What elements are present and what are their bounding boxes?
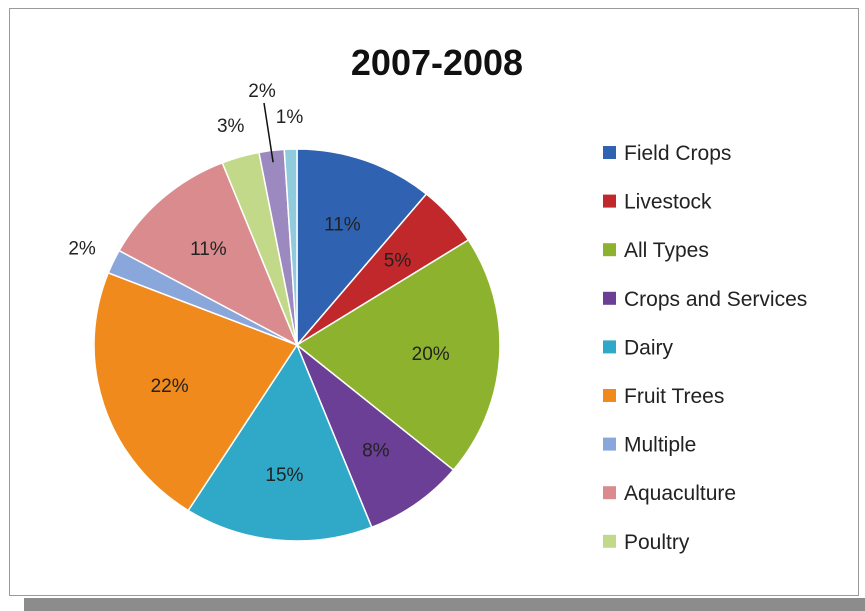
pie-slice-field-crops: [296, 148, 428, 348]
legend-swatch-aquaculture: [603, 486, 616, 500]
bottom-scroll-bar: [24, 598, 865, 611]
slice-label-slice-9: 2%: [248, 81, 276, 102]
legend-label-dairy: Dairy: [624, 336, 674, 359]
legend-swatch-fruit-trees: [603, 389, 616, 402]
legend-label-all-types: All Types: [624, 239, 709, 262]
slice-label-dairy: 15%: [265, 465, 303, 486]
pie-slice-slice-10: [283, 148, 298, 346]
leader-lines: [263, 102, 274, 163]
slice-label-livestock: 5%: [384, 251, 412, 272]
legend: Field Crops Livestock All Types Crops and S…: [603, 142, 807, 554]
legend-label-aquaculture: Aquaculture: [624, 482, 736, 505]
legend-swatch-all-types: [603, 243, 616, 257]
pie-slice-fruit-trees: [93, 271, 299, 512]
slice-label-slice-10: 1%: [276, 107, 304, 128]
legend-swatch-crops-and-services: [603, 291, 616, 305]
slice-labels: 11%5%20%8%15%22%2% 11%3%2%1%: [68, 81, 449, 486]
slice-label-field-crops: 11%: [324, 214, 361, 235]
slice-label-aquaculture: 11%: [190, 239, 227, 260]
legend-label-fruit-trees: Fruit Trees: [624, 385, 724, 408]
leader-line: [263, 102, 274, 163]
legend-swatch-livestock: [603, 194, 616, 208]
slice-label-all-types: 20%: [412, 344, 450, 365]
legend-swatch-poultry: [603, 534, 616, 548]
legend-label-multiple: Multiple: [624, 434, 696, 457]
legend-swatch-field-crops: [603, 146, 616, 159]
legend-swatch-multiple: [603, 437, 616, 451]
pie-slice-aquaculture: [118, 161, 299, 347]
legend-label-field-crops: Field Crops: [624, 142, 731, 165]
pie-slice-dairy: [187, 343, 373, 542]
chart-title: 2007-2008: [351, 42, 523, 83]
pie-slice-all-types: [295, 238, 501, 471]
slice-label-crops-and-services: 8%: [362, 441, 390, 462]
legend-swatch-dairy: [603, 340, 616, 354]
pie-slice-crops-and-services: [295, 342, 455, 529]
legend-label-crops-and-services: Crops and Services: [624, 288, 807, 311]
pie-slices: [93, 148, 501, 542]
legend-label-poultry: Poultry: [624, 531, 690, 554]
slice-label-poultry: 3%: [217, 116, 245, 137]
slice-label-fruit-trees: 22%: [151, 376, 189, 397]
legend-label-livestock: Livestock: [624, 191, 712, 214]
slice-label-multiple: 2%: [68, 238, 96, 259]
